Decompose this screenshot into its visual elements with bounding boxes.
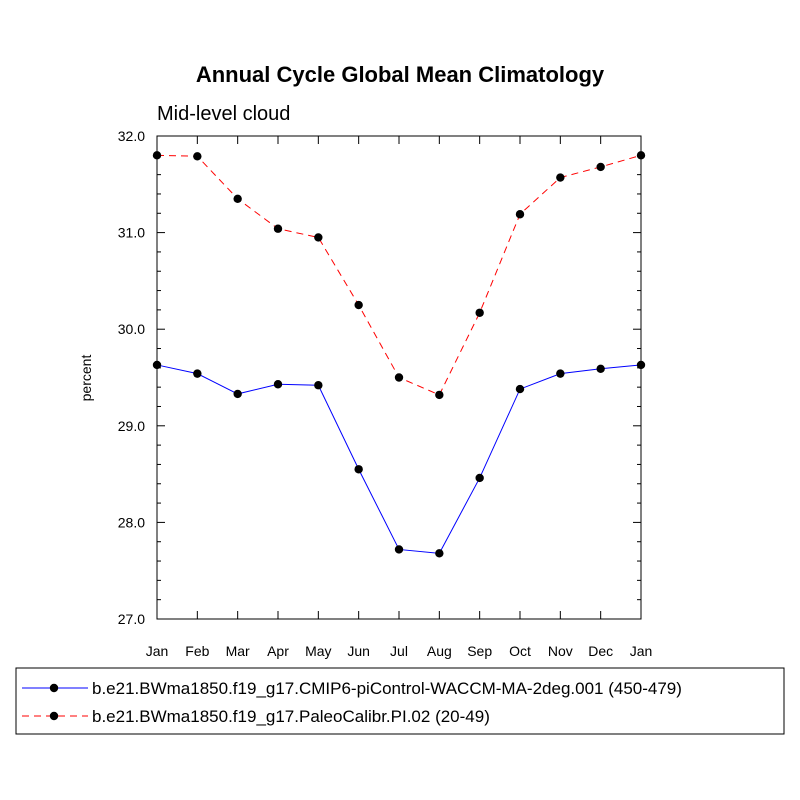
data-point [515,384,525,394]
y-tick-label: 29.0 [118,418,145,434]
x-tick-label: Jul [390,643,408,659]
series-2 [152,151,646,400]
legend-label: b.e21.BWma1850.f19_g17.CMIP6-piControl-W… [92,679,682,698]
data-point [435,549,444,558]
data-point [515,210,525,219]
data-point [193,152,202,161]
y-tick-label: 31.0 [118,225,145,241]
x-tick-label: Apr [267,643,289,659]
data-point [152,360,162,370]
legend-entry: b.e21.BWma1850.f19_g17.CMIP6-piControl-W… [22,679,682,698]
data-point [394,373,404,382]
data-point [152,151,162,160]
chart-subtitle: Mid-level cloud [157,103,290,125]
y-axis-label: percent [78,355,94,402]
x-tick-label: Jun [347,643,370,659]
axis-ticks [156,135,642,620]
data-point [314,381,323,390]
data-point [273,380,283,389]
x-tick-label: Dec [588,643,613,659]
data-point [314,233,323,242]
x-tick-label: Oct [509,643,531,659]
data-point [233,389,242,399]
data-point [556,173,565,182]
series-line [156,154,642,396]
data-point [193,369,202,378]
data-point [596,364,605,374]
data-point [636,151,646,160]
x-tick-label: Sep [467,643,492,659]
x-tick-label: Jan [146,643,169,659]
data-point [354,465,363,474]
legend-label: b.e21.BWma1850.f19_g17.PaleoCalibr.PI.02… [92,707,490,726]
legend-box [15,667,785,735]
data-point [394,545,404,554]
legend-entry: b.e21.BWma1850.f19_g17.PaleoCalibr.PI.02… [22,707,490,726]
data-point [233,194,242,203]
data-point [636,360,646,370]
y-tick-label: 32.0 [118,128,145,144]
chart-title: Annual Cycle Global Mean Climatology [196,62,605,87]
y-tick-label: 27.0 [118,611,145,627]
x-tick-label: May [305,643,331,659]
legend-marker [49,711,59,721]
x-tick-label: Jan [630,643,653,659]
legend-marker [49,683,59,693]
data-point [596,162,605,172]
y-tick-label: 28.0 [118,514,145,530]
x-tick-label: Feb [185,643,209,659]
axis-tick-labels: 27.0 28.0 29.0 30.0 31.0 32.0 Jan Feb Mar Apr May J… [118,128,653,659]
data-point [273,224,283,233]
series-1 [152,360,646,558]
data-point [475,473,484,483]
data-point [354,300,363,310]
x-tick-label: Nov [548,643,573,659]
x-tick-label: Mar [226,643,250,659]
y-tick-label: 30.0 [118,321,145,337]
series-line [156,364,642,554]
data-point [435,390,444,400]
data-point [556,369,565,378]
series-layer [152,151,646,558]
x-tick-label: Aug [427,643,452,659]
legend: b.e21.BWma1850.f19_g17.CMIP6-piControl-W… [22,679,682,726]
data-point [475,308,484,317]
